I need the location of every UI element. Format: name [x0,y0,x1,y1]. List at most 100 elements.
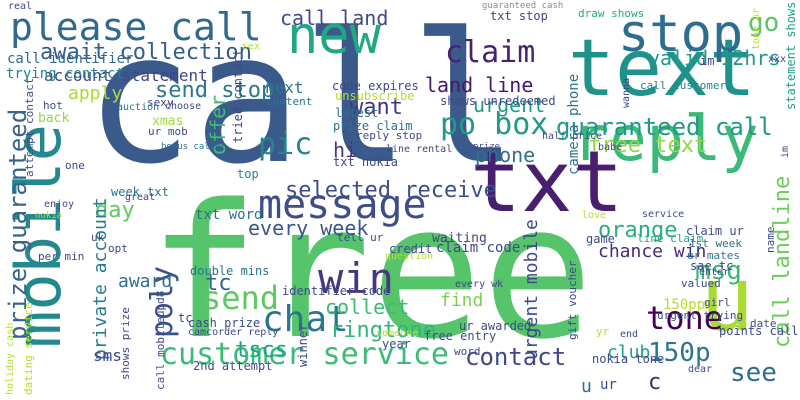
word-claim-code: claim code [436,240,521,256]
word-sex: sex [242,41,261,52]
word-u: u [700,247,755,352]
word-question: question [385,251,434,262]
word-identifier-code: identifier code [282,284,391,298]
word-txt: txt [470,133,624,232]
word-camcorder-reply: camcorder reply [188,327,279,338]
word-ur-mates: ur mates [687,249,740,262]
word-tc-big: tc [205,271,232,296]
word-find: find [440,290,484,311]
word-apply: apply [68,83,123,104]
word-week-txt: week txt [111,185,169,199]
word-name: name [764,226,777,254]
word-statement-shows: statement shows [784,1,798,110]
word-line-claim: line claim [637,232,704,245]
word-yr: yr [596,325,610,338]
word-line-rental: line rental [386,144,453,155]
word-tscs: tscs [235,338,288,363]
word-waiting: waiting [432,231,487,246]
word-chat: chat [262,299,349,340]
word-choose: choose [165,101,202,112]
word-po-box: po box [440,107,549,142]
word-opt: opt [108,242,128,255]
word-ringtone: ringtone [330,318,436,343]
word-enjoy: enjoy [44,199,75,210]
word-shows-unredeemed: shows unredeemed [440,94,556,108]
word-hot: hot [43,99,63,112]
word-guaranteed-cash: guaranteed cash [482,1,564,11]
word-win: win [318,254,394,303]
word-tc-small: tc [178,311,193,325]
word-send: send [202,279,280,317]
word-pic: pic [258,127,313,162]
word-every-week: every week [248,216,369,240]
word-tried-contact: tried contact [231,49,245,143]
word-call-land: call land [280,6,389,30]
word-txt-word: txt word [195,207,263,223]
word-points-call: points call [719,324,799,338]
word-call: call [85,0,519,204]
word-land-line: land line [425,73,534,97]
word-bonus-caller: bonus caller [161,142,227,152]
word-u-bottom: u [581,376,592,397]
word-sexy: sexy [147,96,174,109]
word-trying-contact: trying contact [6,66,125,82]
word-half-price: half price [542,131,603,142]
word-auction: auction [117,102,160,113]
word-attempt-contact: attempt contact [23,77,36,177]
word-chance-win: chance win [598,241,707,262]
word-call-mobileupd8: call mobileupd8 [154,290,167,390]
word-txt-stop: txt stop [490,9,548,23]
word-call-identifier: call identifier [7,51,134,67]
word-game: game [586,232,615,246]
word-winner: winner [296,323,310,367]
word-150p: 150p [648,338,711,368]
word-account-statement: account statement [44,66,208,85]
word-valid-12hrs: valid 12hrs [648,46,781,70]
word-award: award [118,271,173,292]
word-claim-ur: claim ur [686,224,744,238]
word-1st-week: 1st week [689,237,742,250]
word-150ppm: 150ppm [663,297,714,313]
word-word: word [454,345,481,358]
word-shows-prize: shows prize [119,307,132,380]
word-dear: dear [688,364,713,375]
word-girl: girl [704,296,731,309]
word-see: see [730,358,777,388]
word-valued: valued [681,277,721,290]
word-call-customer: call customer [640,79,727,92]
word-camera-phone: camera phone [566,73,582,175]
word-dating-service: dating service [22,302,35,395]
word-im: im [700,54,715,68]
word-next: next [265,78,304,97]
word-sae-tc: sae tc [690,259,734,273]
word-year: year [382,337,411,351]
word-claim: claim [445,35,536,70]
word-unsubscribe: unsubscribe [335,89,415,103]
word-selected-receive: selected receive [285,178,497,203]
word-urgent-mobile: urgent mobile [521,219,542,360]
word-draw-shows: draw shows [578,7,645,20]
word-wanna: wanna [621,77,632,108]
word-ur-mob: ur mob [148,125,188,138]
word-guaranteed-call: guaranteed call [556,113,773,141]
word-service: service [642,209,685,220]
word-text: text [568,24,756,114]
word-uk: uk [91,231,105,244]
word-xmas: xmas [152,114,184,129]
word-await-collection: await collection [40,40,252,65]
word-go: go [748,8,780,38]
word-orange: orange [598,218,678,243]
word-every-wk: every wk [455,279,504,290]
word-message: message [258,182,427,228]
word-prize-claim: prize claim [333,119,413,133]
word-txt-nokia: txt nokia [333,155,399,169]
word-real: real [8,1,33,12]
word-enter: enter [699,267,730,278]
word-babe: babe [598,142,623,153]
word-nokia-tone: nokia tone [592,352,665,366]
word-day: day [95,198,135,223]
word-per-min: per min [38,250,85,263]
word-im-vertical: im [780,145,791,158]
word-content: content [266,95,313,108]
